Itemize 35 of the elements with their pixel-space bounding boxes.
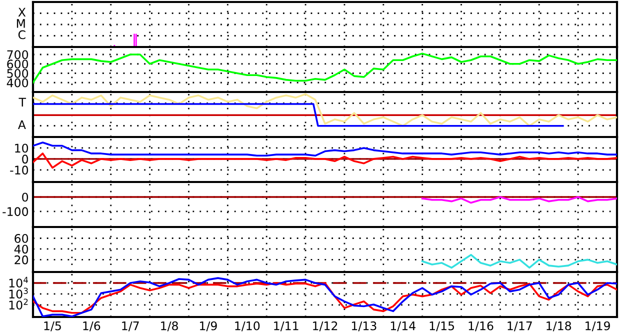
y-tick-label: 10 [15, 144, 28, 153]
y-tick-label: 10$^{4}$ [9, 276, 28, 288]
x-tick-label: 1/5 [44, 322, 61, 332]
y-tick-label: -100 [2, 207, 28, 216]
x-tick-label: 1/15 [430, 322, 454, 332]
y-tick-label: 60 [14, 234, 28, 243]
x-tick-label: 1/17 [508, 322, 532, 332]
x-tick-label: 1/12 [313, 321, 338, 332]
x-tick-label: 1/14 [390, 322, 416, 332]
x-tick-label: 1/10 [235, 321, 260, 332]
y-tick-label: 40 [14, 244, 28, 254]
text: X [18, 8, 26, 17]
x-tick-label: 1/9 [200, 321, 217, 332]
x-tick-label: 1/16 [468, 321, 494, 332]
y-tick-label: 10$^{2}$ [9, 298, 28, 310]
x-tick-label: 1/19 [586, 321, 610, 332]
y-tick-label: 500 [7, 68, 28, 78]
x-tick-label: 1/18 [546, 321, 572, 332]
text: A [18, 120, 26, 130]
x-tick-label: 1/7 [122, 322, 139, 332]
text: M [16, 19, 25, 28]
y-tick-label: 400 [6, 78, 28, 88]
text: C [18, 30, 26, 40]
y-tick-label: 0 [22, 192, 28, 202]
x-tick-label: 1/11 [274, 322, 298, 332]
y-tick-label: 700 [7, 50, 28, 60]
x-tick-label: 1/8 [161, 321, 178, 332]
y-tick-label: 600 [7, 60, 28, 69]
y-tick-label: -10 [10, 166, 28, 175]
text: T [18, 98, 26, 107]
y-tick-label: 10$^{3}$ [9, 288, 28, 299]
y-tick-label: 0 [22, 154, 28, 164]
x-tick-label: 1/13 [352, 321, 376, 332]
y-tick-label: 20 [14, 255, 28, 264]
x-tick-label: 1/6 [83, 321, 100, 332]
